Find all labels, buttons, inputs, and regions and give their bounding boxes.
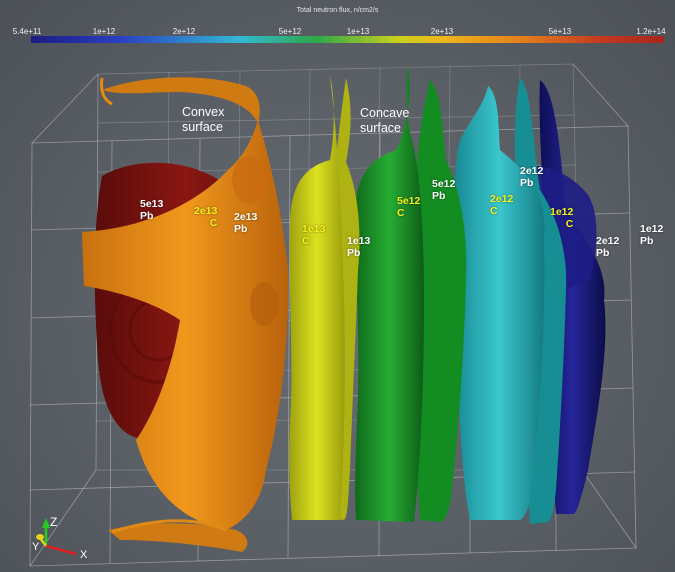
- label-2e12-pb-lower: 2e12 Pb: [596, 235, 620, 259]
- label-5e13-pb: 5e13 Pb: [140, 198, 164, 222]
- y-axis-label: Y: [32, 541, 40, 553]
- label-2e12-pb-upper: 2e12 Pb: [520, 165, 544, 189]
- x-axis-label: X: [80, 549, 88, 561]
- colorbar: [31, 36, 664, 43]
- label-1e12-c: 1e12 C: [550, 206, 574, 230]
- label-1e13-c: 1e13 C: [302, 223, 326, 247]
- isosurface-green-c: [355, 66, 424, 522]
- label-5e12-c: 5e12 C: [397, 195, 421, 219]
- isosurface-yellow-c: [289, 76, 345, 520]
- x-axis-arrow: [45, 544, 77, 556]
- label-2e13-c: 2e13 C: [194, 205, 218, 229]
- colorbar-tick: 5.4e+11: [12, 27, 42, 36]
- colorbar-tick: 2e+12: [172, 27, 196, 36]
- convex-surface-annotation: Convex surface: [182, 105, 225, 134]
- colorbar-tick: 1.2e+14: [636, 27, 666, 36]
- label-1e12-pb: 1e12 Pb: [640, 223, 664, 247]
- isosurface-orange: [82, 120, 289, 530]
- z-axis-label: Z: [50, 515, 57, 529]
- orientation-axes-widget: Z Y X: [32, 515, 88, 561]
- colorbar-tick: 5e+12: [278, 27, 302, 36]
- label-2e13-pb: 2e13 Pb: [234, 211, 258, 235]
- isosurface-cyan: [454, 86, 545, 520]
- label-2e12-c: 2e12 C: [490, 193, 514, 217]
- label-5e12-pb: 5e12 Pb: [432, 178, 456, 202]
- colorbar-tick: 2e+13: [430, 27, 454, 36]
- colorbar-title: Total neutron flux, n/cm2/s: [296, 7, 379, 14]
- concave-surface-annotation: Concave surface: [360, 106, 410, 135]
- colorbar-tick: 5e+13: [548, 27, 572, 36]
- colorbar-tick: 1e+12: [92, 27, 116, 36]
- colorbar-tick: 1e+13: [346, 27, 370, 36]
- label-1e13-pb: 1e13 Pb: [347, 235, 371, 259]
- isosurface-green-pb: [412, 80, 467, 522]
